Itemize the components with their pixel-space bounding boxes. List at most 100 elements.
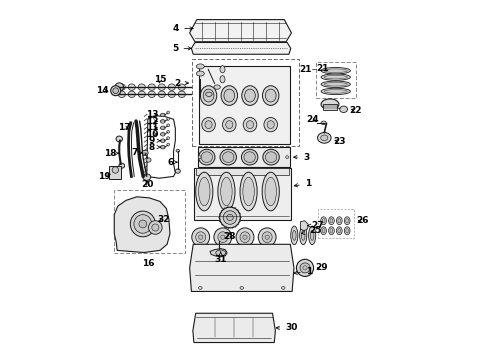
Ellipse shape xyxy=(118,91,125,98)
Ellipse shape xyxy=(175,169,180,173)
Ellipse shape xyxy=(338,219,341,223)
Ellipse shape xyxy=(161,145,165,149)
Ellipse shape xyxy=(265,177,276,206)
Ellipse shape xyxy=(245,89,255,102)
Ellipse shape xyxy=(118,84,125,90)
Text: 17: 17 xyxy=(118,123,130,132)
Ellipse shape xyxy=(143,174,151,180)
Ellipse shape xyxy=(161,113,165,117)
Ellipse shape xyxy=(321,74,350,80)
Ellipse shape xyxy=(265,235,270,239)
Text: 31: 31 xyxy=(215,252,227,264)
Ellipse shape xyxy=(220,66,225,73)
Bar xyxy=(198,147,290,167)
Ellipse shape xyxy=(142,150,148,156)
Ellipse shape xyxy=(134,215,152,233)
Ellipse shape xyxy=(178,84,185,90)
Text: 28: 28 xyxy=(224,231,236,240)
Ellipse shape xyxy=(344,227,350,235)
Ellipse shape xyxy=(240,172,257,211)
Polygon shape xyxy=(198,66,290,144)
Ellipse shape xyxy=(330,229,333,233)
Ellipse shape xyxy=(116,136,122,142)
Ellipse shape xyxy=(322,229,325,233)
Ellipse shape xyxy=(198,177,210,206)
Bar xyxy=(196,168,289,175)
Text: 19: 19 xyxy=(98,172,111,181)
Ellipse shape xyxy=(263,149,279,165)
Bar xyxy=(114,190,185,253)
Ellipse shape xyxy=(224,89,235,102)
Text: 32: 32 xyxy=(157,215,170,224)
Text: 27: 27 xyxy=(308,221,324,230)
Ellipse shape xyxy=(206,92,212,96)
Ellipse shape xyxy=(240,287,244,289)
Ellipse shape xyxy=(321,88,350,95)
Ellipse shape xyxy=(214,228,232,247)
Ellipse shape xyxy=(220,235,225,239)
Ellipse shape xyxy=(218,172,235,211)
Ellipse shape xyxy=(303,266,307,270)
Ellipse shape xyxy=(337,217,342,225)
Ellipse shape xyxy=(318,132,331,143)
Ellipse shape xyxy=(119,163,124,168)
Bar xyxy=(318,209,354,238)
Ellipse shape xyxy=(113,88,119,94)
Ellipse shape xyxy=(324,75,347,79)
Ellipse shape xyxy=(324,69,347,72)
Ellipse shape xyxy=(130,211,155,237)
Ellipse shape xyxy=(200,86,217,105)
Ellipse shape xyxy=(198,235,203,239)
Ellipse shape xyxy=(329,227,334,235)
Polygon shape xyxy=(210,249,227,257)
Text: 14: 14 xyxy=(97,86,109,95)
Ellipse shape xyxy=(220,177,232,206)
Ellipse shape xyxy=(263,86,279,105)
Polygon shape xyxy=(300,221,308,231)
Ellipse shape xyxy=(148,91,155,98)
Ellipse shape xyxy=(161,120,165,123)
Ellipse shape xyxy=(243,235,247,239)
Ellipse shape xyxy=(286,156,289,158)
Text: 7: 7 xyxy=(132,148,142,157)
Ellipse shape xyxy=(128,91,135,98)
Ellipse shape xyxy=(240,232,250,243)
Polygon shape xyxy=(114,197,170,252)
Ellipse shape xyxy=(322,219,325,223)
Text: 1: 1 xyxy=(294,179,311,188)
Text: 12: 12 xyxy=(146,117,158,126)
Ellipse shape xyxy=(321,227,326,235)
Ellipse shape xyxy=(338,229,341,233)
Ellipse shape xyxy=(266,89,276,102)
Ellipse shape xyxy=(161,126,165,130)
Text: 21: 21 xyxy=(316,64,329,73)
Ellipse shape xyxy=(115,83,123,91)
Text: 22: 22 xyxy=(349,106,362,115)
Ellipse shape xyxy=(340,106,347,112)
Ellipse shape xyxy=(161,132,165,136)
Ellipse shape xyxy=(226,121,233,129)
Text: 1: 1 xyxy=(294,267,312,276)
Ellipse shape xyxy=(242,86,258,105)
Ellipse shape xyxy=(321,67,350,74)
Ellipse shape xyxy=(168,84,175,90)
Ellipse shape xyxy=(138,84,146,90)
Ellipse shape xyxy=(205,121,212,129)
Ellipse shape xyxy=(293,230,296,240)
Ellipse shape xyxy=(242,149,258,165)
Ellipse shape xyxy=(321,99,339,110)
Ellipse shape xyxy=(196,71,204,76)
Ellipse shape xyxy=(264,117,277,132)
Ellipse shape xyxy=(222,152,234,162)
Ellipse shape xyxy=(158,91,165,98)
Ellipse shape xyxy=(111,86,121,96)
Polygon shape xyxy=(193,313,275,342)
Ellipse shape xyxy=(309,226,316,245)
Polygon shape xyxy=(323,104,337,111)
Text: 6: 6 xyxy=(168,158,177,167)
Ellipse shape xyxy=(218,232,228,243)
Ellipse shape xyxy=(146,158,151,162)
Text: 15: 15 xyxy=(154,75,166,84)
Ellipse shape xyxy=(167,111,170,114)
Ellipse shape xyxy=(220,149,237,165)
